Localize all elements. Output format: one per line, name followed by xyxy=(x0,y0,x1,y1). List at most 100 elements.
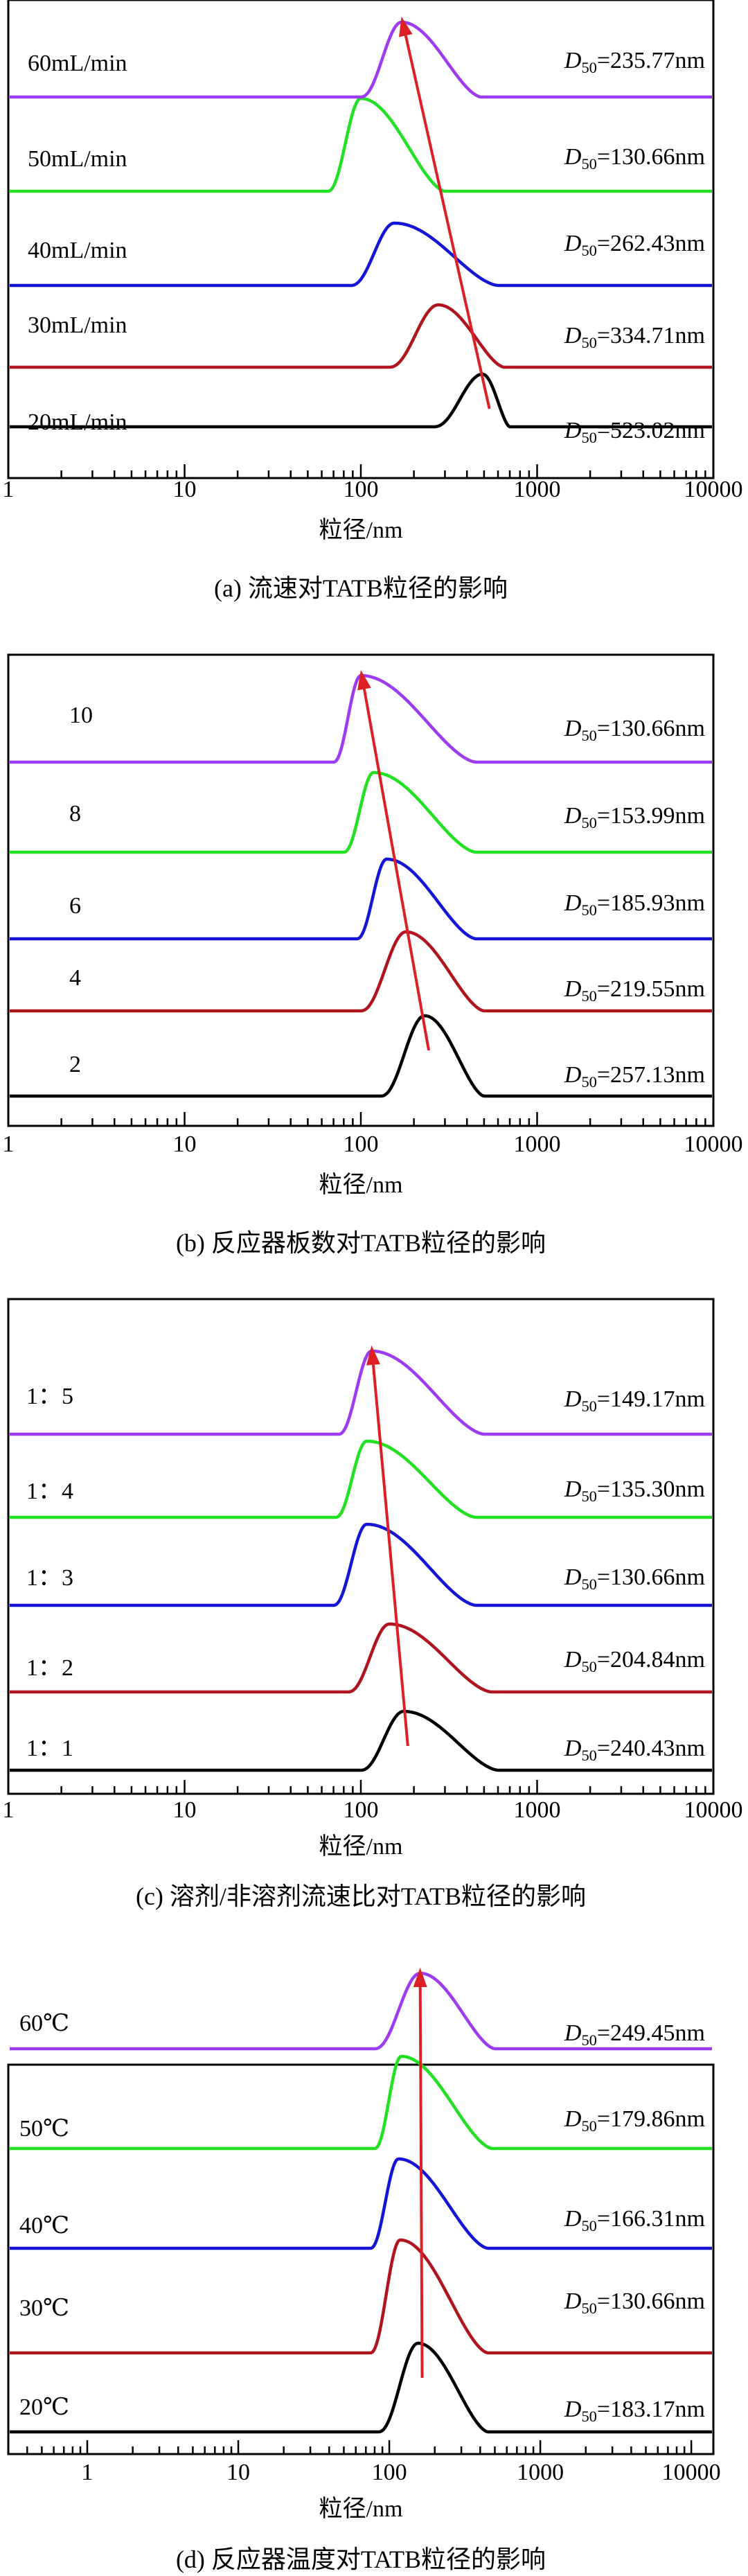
d50-value-label: D50=183.17nm xyxy=(564,2397,705,2425)
d50-value-label: D50=249.45nm xyxy=(564,2020,705,2049)
series-line-1 xyxy=(9,1709,713,1772)
x-axis-label: 粒径/nm xyxy=(319,517,403,543)
x-tick-label: 10 xyxy=(226,2460,250,2485)
trend-arrow-head xyxy=(357,670,371,691)
chart-panel-b: 1 10 100 1000 10000 粒径/nm (b) 反应器板数对TATB粒径的影响 2… xyxy=(3,653,743,1257)
series-label: 30mL/min xyxy=(28,312,127,338)
d50-value-label: D50=130.66nm xyxy=(564,2288,705,2317)
series-line-5 xyxy=(9,1349,713,1436)
series-label: 30℃ xyxy=(19,2295,69,2321)
x-axis-label: 粒径/nm xyxy=(319,1833,403,1860)
series-label: 60℃ xyxy=(19,2011,69,2036)
series-label: 8 xyxy=(69,801,81,827)
series-line-3 xyxy=(9,221,713,288)
series-label: 20℃ xyxy=(19,2394,69,2420)
series-label: 40℃ xyxy=(19,2213,69,2239)
x-tick-label: 1 xyxy=(82,2460,93,2485)
series-label: 1：1 xyxy=(26,1736,73,1761)
series-label: 1：3 xyxy=(26,1565,73,1591)
d50-value-label: D50=130.66nm xyxy=(564,144,705,173)
series-label: 4 xyxy=(69,965,81,991)
series-line-1 xyxy=(9,1014,713,1098)
d50-value-label: D50=204.84nm xyxy=(564,1647,705,1675)
x-tick-label: 1 xyxy=(3,1797,15,1823)
x-tick-label: 100 xyxy=(344,1797,379,1823)
series-line-3 xyxy=(9,1522,713,1607)
series-line-2 xyxy=(9,930,713,1013)
series-line-2 xyxy=(9,2238,713,2355)
trend-arrow xyxy=(404,35,491,409)
d50-value-label: D50=130.66nm xyxy=(564,1564,705,1593)
series-line-1 xyxy=(9,2341,713,2434)
x-tick-label: 10000 xyxy=(684,1797,743,1823)
x-tick-label: 1000 xyxy=(514,1797,561,1823)
series-label: 50mL/min xyxy=(28,146,127,172)
x-tick-label: 10 xyxy=(173,1797,197,1823)
series-label: 6 xyxy=(69,893,81,919)
d50-value-label: D50=149.17nm xyxy=(564,1386,705,1415)
d50-value-label: D50=179.86nm xyxy=(564,2106,705,2135)
d50-value-label: D50=166.31nm xyxy=(564,2206,705,2234)
series-line-5 xyxy=(9,20,713,99)
x-tick-label: 1000 xyxy=(514,1131,561,1157)
d50-value-label: D50=240.43nm xyxy=(564,1736,705,1764)
x-tick-label: 10000 xyxy=(662,2460,721,2485)
series-label: 40mL/min xyxy=(28,238,127,263)
x-axis-label: 粒径/nm xyxy=(319,2496,403,2522)
d50-value-label: D50=130.66nm xyxy=(564,716,705,744)
chart-panel-a: 1 10 100 1000 10000 粒径/nm (a) 流速对TATB粒径的影响 20mL… xyxy=(3,0,743,602)
chart-panel-d: 1 10 100 1000 10000 粒径/nm (d) 反应器温度对TATB粒径的影响 2… xyxy=(7,1968,721,2573)
series-line-4 xyxy=(9,770,713,854)
trend-arrow xyxy=(371,1364,409,1747)
chart-panel-c: 1 10 100 1000 10000 粒径/nm (c) 溶剂/非溶剂流速比对TATB粒径… xyxy=(3,1298,743,1910)
d50-value-label: D50=153.99nm xyxy=(564,803,705,831)
series-label: 1：5 xyxy=(26,1384,73,1409)
series-line-5 xyxy=(9,1971,713,2051)
series-line-3 xyxy=(9,2157,713,2250)
series-label: 1：4 xyxy=(26,1479,73,1504)
trend-arrow-head xyxy=(366,1346,380,1366)
series-label: 60mL/min xyxy=(28,51,127,76)
x-tick-label: 10 xyxy=(173,477,197,502)
series-label: 20mL/min xyxy=(28,409,127,435)
trend-arrow-head xyxy=(399,17,413,37)
d50-value-label: D50=257.13nm xyxy=(564,1062,705,1091)
series-line-2 xyxy=(9,1622,713,1694)
series-label: 2 xyxy=(69,1052,81,1077)
figure-caption: (d) 反应器温度对TATB粒径的影响 xyxy=(176,2546,546,2573)
series-label: 10 xyxy=(69,703,93,728)
d50-value-label: D50=135.30nm xyxy=(564,1476,705,1505)
x-axis-label: 粒径/nm xyxy=(319,1172,403,1198)
trend-arrow xyxy=(362,689,431,1051)
d50-value-label: D50=334.71nm xyxy=(564,323,705,351)
x-tick-label: 10000 xyxy=(684,477,743,502)
x-tick-label: 100 xyxy=(344,1131,379,1157)
series-line-4 xyxy=(9,2054,713,2151)
series-line-3 xyxy=(9,857,713,941)
x-tick-label: 1000 xyxy=(517,2460,564,2485)
series-line-2 xyxy=(9,303,713,369)
figure-caption: (b) 反应器板数对TATB粒径的影响 xyxy=(176,1229,546,1257)
d50-value-label: D50=185.93nm xyxy=(564,890,705,919)
x-tick-label: 10 xyxy=(173,1131,197,1157)
d50-value-label: D50=219.55nm xyxy=(564,976,705,1005)
d50-value-label: D50=262.43nm xyxy=(564,231,705,259)
series-label: 1：2 xyxy=(26,1655,73,1681)
x-tick-label: 1 xyxy=(3,477,15,502)
x-tick-label: 100 xyxy=(372,2460,407,2485)
d50-value-label: D50=523.02nm xyxy=(564,418,705,446)
trend-arrow xyxy=(418,1986,424,2379)
d50-value-label: D50=235.77nm xyxy=(564,48,705,76)
x-tick-label: 100 xyxy=(344,477,379,502)
series-line-1 xyxy=(9,372,713,429)
plot-frame xyxy=(7,2063,715,2455)
x-tick-label: 1000 xyxy=(514,477,561,502)
figure-caption: (c) 溶剂/非溶剂流速比对TATB粒径的影响 xyxy=(136,1882,586,1910)
x-tick-label: 10000 xyxy=(684,1131,743,1157)
series-label: 50℃ xyxy=(19,2116,69,2142)
trend-arrow-head xyxy=(413,1968,427,1988)
x-tick-label: 1 xyxy=(3,1131,15,1157)
series-line-4 xyxy=(9,1439,713,1519)
figure-caption: (a) 流速对TATB粒径的影响 xyxy=(214,574,508,602)
